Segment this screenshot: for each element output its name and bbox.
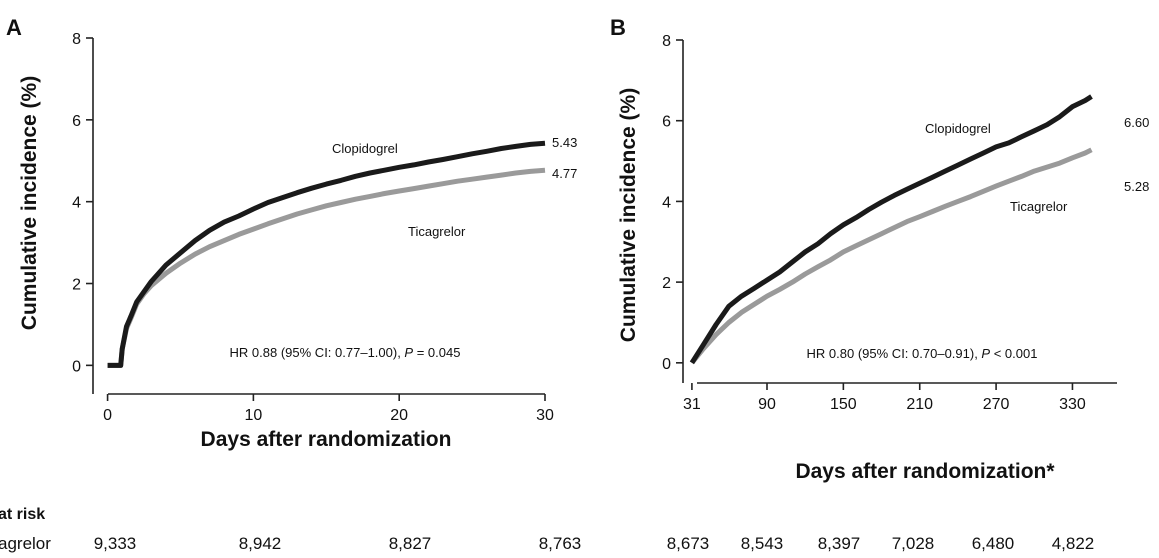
panel-b-y-tick-label: 2 — [662, 275, 671, 292]
panel-b-label-ticagrelor: Ticagrelor — [1010, 199, 1068, 214]
panel-b-line-clopidogrel — [689, 94, 1093, 365]
risk-cell: 8,397 — [818, 534, 861, 553]
panel-a-x-tick-label: 0 — [103, 407, 112, 424]
risk-cell: 8,673 — [667, 534, 710, 553]
risk-cell: 8,543 — [741, 534, 784, 553]
risk-table-heading: at risk — [0, 506, 45, 523]
panel-a-y-tick-label: 6 — [72, 113, 81, 130]
risk-cell: 8,942 — [239, 534, 282, 553]
panel-a-y-tick-label: 2 — [72, 277, 81, 294]
panel-b-y-tick-label: 8 — [662, 33, 671, 50]
panel-b-plot-area: 0 2 4 6 8 31 90 150 210 270 330 — [662, 33, 1117, 413]
panel-b-x-tick-label: 31 — [683, 396, 701, 413]
panel-b-x-tick-label: 210 — [906, 396, 933, 413]
risk-cell: 6,480 — [972, 534, 1015, 553]
panel-a-x-tick-label: 20 — [390, 407, 408, 424]
panel-b-end-value-clopidogrel: 6.60 — [1124, 115, 1149, 130]
panel-a-x-axis-title: Days after randomization — [201, 428, 452, 451]
panel-b-x-tick-label: 150 — [830, 396, 857, 413]
risk-table-cells: 9,333 8,942 8,827 8,763 8,673 8,543 8,397 7,028… — [94, 534, 1095, 553]
panel-b-x-tick-label: 270 — [983, 396, 1010, 413]
panel-a-x-tick-label: 10 — [244, 407, 262, 424]
risk-cell: 8,763 — [539, 534, 582, 553]
panel-b-x-axis-title: Days after randomization* — [795, 460, 1055, 483]
panel-b-hazard-ratio-note: HR 0.80 (95% CI: 0.70–0.91), P < 0.001 — [807, 346, 1038, 361]
panel-b-x-tick-label: 90 — [758, 396, 776, 413]
panel-a-x-tick-label: 30 — [536, 407, 554, 424]
panel-b-y-axis-title: Cumulative incidence (%) — [617, 88, 640, 342]
panel-b-letter: B — [610, 15, 626, 40]
risk-cell: 8,827 — [389, 534, 432, 553]
risk-cell: 9,333 — [94, 534, 137, 553]
panel-a-line-clopidogrel — [107, 140, 546, 368]
risk-row-label-ticagrelor: agrelor — [0, 534, 51, 553]
panel-a-end-value-ticagrelor: 4.77 — [552, 166, 577, 181]
panel-b-y-tick-label: 0 — [662, 356, 671, 373]
panel-b-y-tick-label: 6 — [662, 114, 671, 131]
panel-b-line-ticagrelor — [689, 147, 1093, 365]
panel-b-y-tick-label: 4 — [662, 194, 671, 211]
risk-table: at risk agrelor pidogrel 9,3338,9428,827… — [0, 506, 1095, 553]
panel-a-y-axis-title: Cumulative incidence (%) — [18, 76, 41, 330]
panel-a-end-value-clopidogrel: 5.43 — [552, 135, 577, 150]
panel-a-y-tick-label: 8 — [72, 31, 81, 48]
panel-a-y-tick-label: 4 — [72, 195, 81, 212]
panel-b-label-clopidogrel: Clopidogrel — [925, 121, 991, 136]
panel-a-plot-area: 0 2 4 6 8 0 10 20 30 — [72, 31, 554, 424]
panel-a-label-clopidogrel: Clopidogrel — [332, 141, 398, 156]
panel-b: B 0 2 4 6 8 31 90 150 210 270 330 Cumulative incid… — [610, 15, 1149, 483]
panel-b-x-tick-label: 330 — [1059, 396, 1086, 413]
risk-cell: 7,028 — [892, 534, 935, 553]
panel-a-hazard-ratio-note: HR 0.88 (95% CI: 0.77–1.00), P = 0.045 — [230, 345, 461, 360]
panel-a-line-ticagrelor — [107, 167, 546, 368]
panel-b-end-value-ticagrelor: 5.28 — [1124, 179, 1149, 194]
panel-a-letter: A — [6, 15, 22, 40]
risk-cell: 4,822 — [1052, 534, 1095, 553]
panel-a-label-ticagrelor: Ticagrelor — [408, 224, 466, 239]
panel-a-y-tick-label: 0 — [72, 358, 81, 375]
